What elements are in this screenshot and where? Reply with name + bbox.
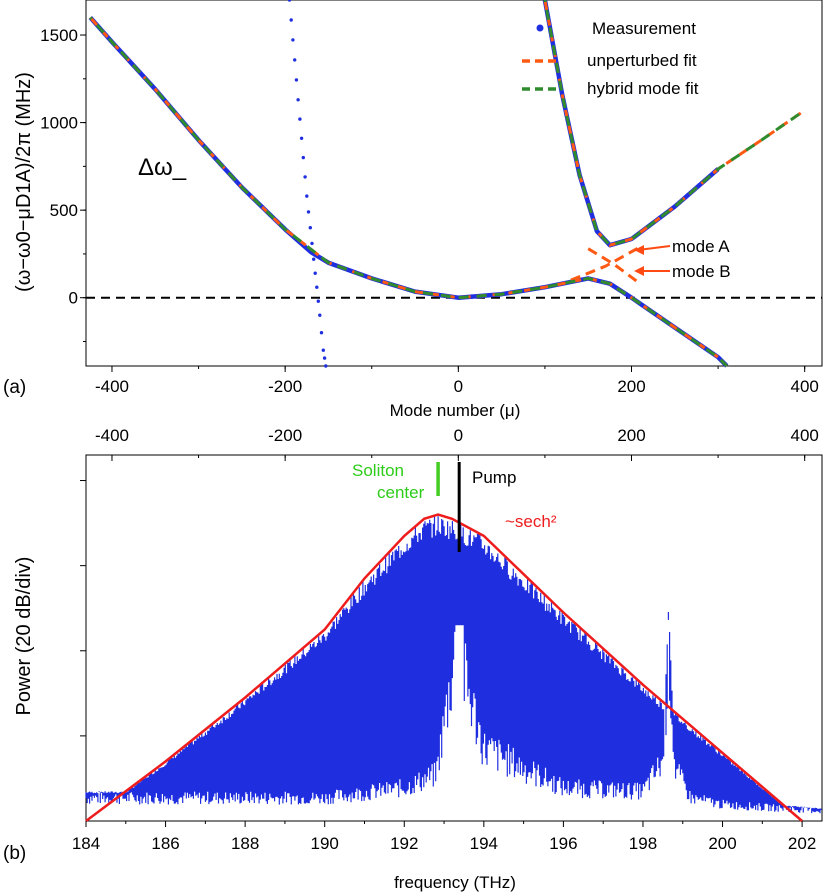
b-xtick-label-196: 196 — [549, 834, 577, 853]
b-xtick-label-188: 188 — [231, 834, 259, 853]
spectrum-lines — [85, 516, 822, 814]
measurement-point-21 — [322, 356, 327, 360]
b-toptick-label-0: 0 — [454, 426, 463, 445]
b-xtick-label-192: 192 — [390, 834, 418, 853]
b-toptick-label--200: -200 — [268, 426, 302, 445]
envelope-label: ~sech² — [505, 512, 557, 531]
measurement-point-19 — [319, 331, 324, 335]
b-xtick-label-184: 184 — [72, 834, 100, 853]
measurement-point-14 — [312, 257, 316, 261]
mode-b-label: mode B — [672, 262, 731, 281]
mode-a-arrowhead-icon — [634, 245, 644, 255]
a-xtick-label-0: 0 — [454, 377, 463, 396]
panel-a-y-axis-title: (ω−ω0−μD1A)/2π (MHz) — [13, 72, 35, 292]
a-ytick-label-1500: 1500 — [40, 26, 78, 45]
measurement-point-16 — [315, 285, 319, 289]
panel-a-series — [88, 0, 806, 368]
panel-b-label: (b) — [3, 843, 26, 864]
b-xtick-label-202: 202 — [788, 834, 816, 853]
measurement-point-17 — [316, 299, 320, 303]
panel-b: Soliton center Pump ~sech² 184 186 188 190 1… — [3, 426, 823, 892]
measurement-point-22 — [324, 364, 328, 368]
a-xtick-label--200: -200 — [268, 377, 302, 396]
branch-label: Δω_ — [138, 154, 187, 181]
measurement-point-20 — [321, 348, 325, 352]
unperturbed-fit-line-2 — [587, 247, 642, 285]
panel-b-x-axis: 184 186 188 190 192 194 196 198 200 202 — [72, 821, 816, 853]
legend-label-hybrid: hybrid mode fit — [587, 79, 699, 98]
b-xtick-label-186: 186 — [151, 834, 179, 853]
measurement-point-1 — [289, 18, 293, 22]
mode-b-arrowhead-icon — [634, 266, 644, 276]
panel-a-label: (a) — [3, 377, 26, 398]
panel-a-y-axis: 0 500 1000 1500 — [40, 26, 86, 342]
panel-a-x-axis-title: Mode number (μ) — [390, 401, 521, 420]
soliton-label-line2: center — [377, 483, 425, 502]
measurement-point-4 — [294, 78, 299, 82]
a-xtick-label-400: 400 — [790, 377, 818, 396]
panel-b-frame — [85, 454, 823, 822]
panel-a-frame — [85, 0, 823, 367]
mode-a-label: mode A — [672, 237, 730, 256]
measurement-point-9 — [303, 175, 307, 179]
panel-b-top-axis: -400 -200 0 200 400 — [95, 426, 819, 461]
measurement-point-18 — [318, 313, 322, 317]
legend-label-measurement: Measurement — [592, 19, 696, 38]
b-xtick-label-198: 198 — [629, 834, 657, 853]
panel-a-x-axis: -400 -200 0 200 400 — [95, 366, 819, 396]
b-xtick-label-190: 190 — [311, 834, 339, 853]
measurement-point-11 — [306, 210, 311, 214]
panel-b-y-axis — [80, 480, 86, 737]
panel-b-y-axis-title: Power (20 dB/div) — [13, 557, 35, 716]
panel-b-x-axis-title: frequency (THz) — [394, 873, 516, 892]
measurement-point-13 — [310, 241, 314, 246]
a-xtick-label--400: -400 — [95, 377, 129, 396]
legend: Measurement unperturbed fit hybrid mode … — [522, 19, 699, 98]
measurement-point-0 — [287, 0, 292, 2]
measurement-point-6 — [298, 117, 302, 121]
b-toptick-label-200: 200 — [617, 426, 645, 445]
soliton-label-line1: Soliton — [352, 461, 404, 480]
hybrid-fit-line-1 — [543, 0, 806, 247]
a-xtick-label-200: 200 — [617, 377, 645, 396]
measurement-point-5 — [296, 98, 300, 102]
a-ytick-label-500: 500 — [50, 201, 78, 220]
pump-label: Pump — [472, 468, 516, 487]
panel-a: -400 -200 0 200 400 0 500 1000 1500 Measurement… — [3, 0, 823, 420]
b-xtick-label-194: 194 — [470, 834, 498, 853]
measurement-point-12 — [308, 226, 312, 230]
measurement-point-3 — [293, 58, 297, 62]
a-ytick-label-1000: 1000 — [40, 114, 78, 133]
b-toptick-label--400: -400 — [95, 426, 129, 445]
measurement-point-7 — [299, 136, 304, 140]
measurement-point-8 — [301, 155, 305, 160]
a-ytick-label-0: 0 — [69, 289, 78, 308]
unperturbed-fit-line-3 — [570, 245, 641, 282]
b-xtick-label-200: 200 — [708, 834, 736, 853]
measurement-point-2 — [291, 38, 295, 42]
legend-label-unperturbed: unperturbed fit — [587, 51, 697, 70]
measurement-point-10 — [305, 194, 309, 198]
hybrid-fit-line-0 — [89, 16, 728, 368]
sech2-envelope — [85, 513, 803, 823]
legend-marker-measurement — [536, 24, 544, 32]
spectrum-trace — [85, 516, 822, 814]
b-toptick-label-400: 400 — [790, 426, 818, 445]
measurement-point-15 — [313, 271, 317, 275]
